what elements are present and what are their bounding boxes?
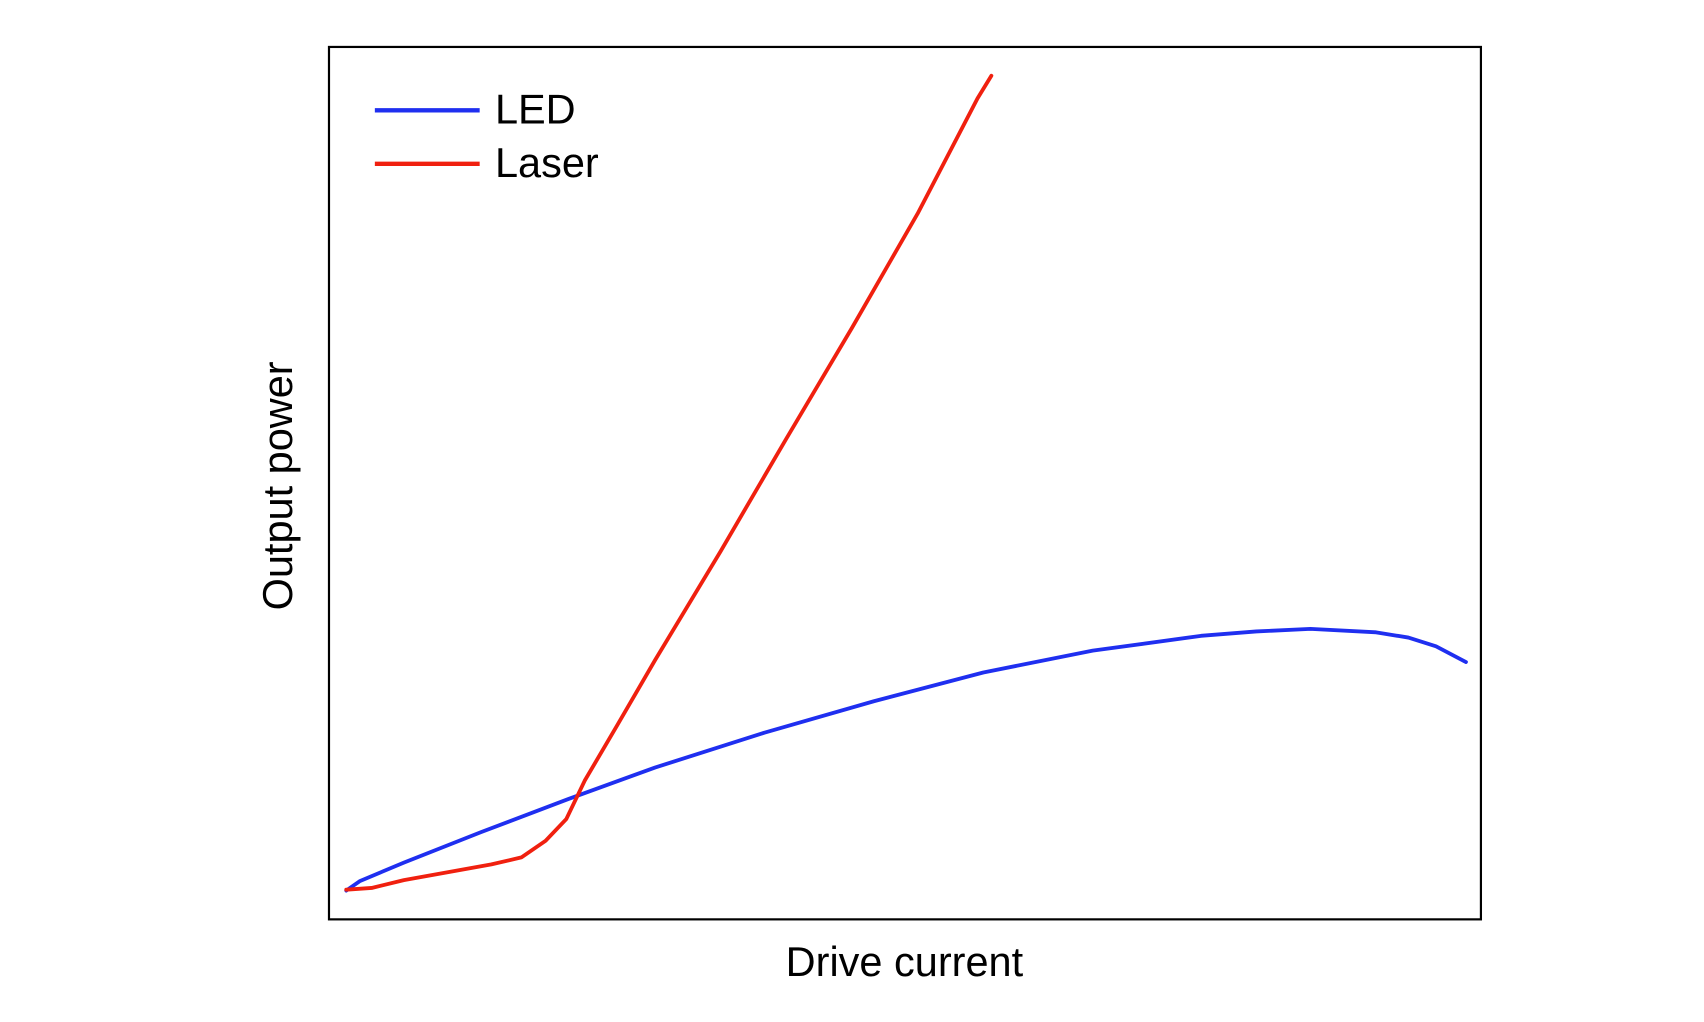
data-line: [344, 626, 1468, 893]
x-axis-label: Drive current: [786, 938, 1024, 985]
plot-frame: [327, 45, 1483, 921]
y-axis-label: Output power: [254, 361, 301, 610]
legend-label: LED: [495, 85, 576, 132]
legend-label: Laser: [495, 139, 599, 186]
data-line: [344, 73, 994, 892]
